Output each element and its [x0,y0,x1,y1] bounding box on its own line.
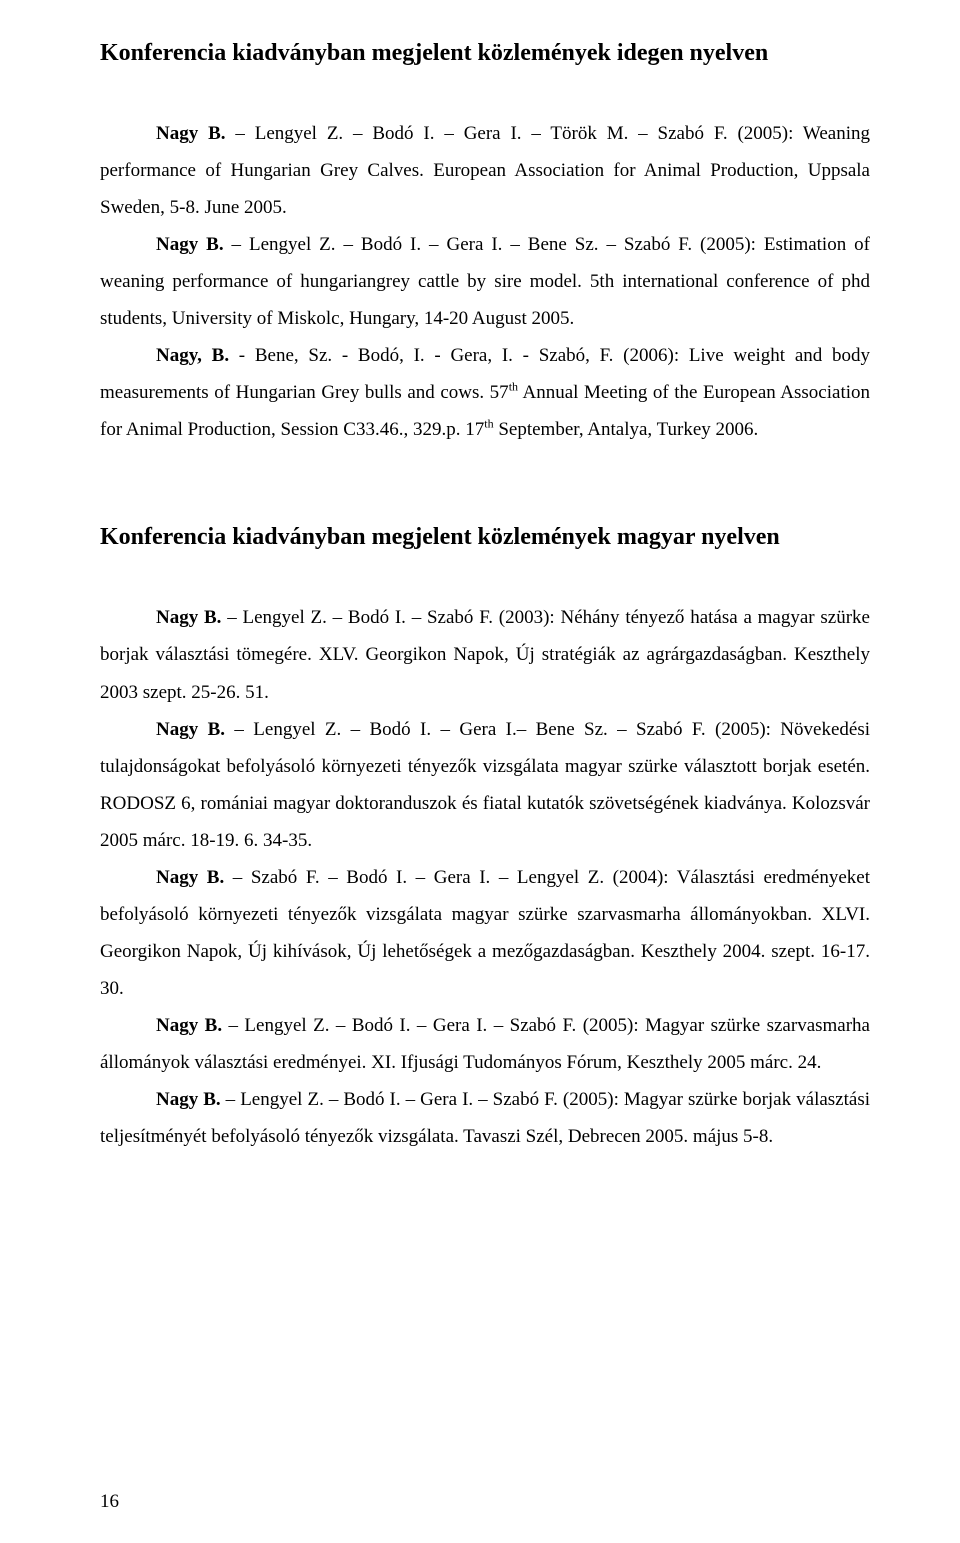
superscript: th [484,417,493,431]
author-name: Nagy B. [156,1015,222,1036]
superscript: th [509,380,518,394]
reference-entry: Nagy B. – Lengyel Z. – Bodó I. – Gera I.… [100,711,870,859]
section-heading-1: Konferencia kiadványban megjelent közlem… [100,40,870,67]
reference-entry: Nagy B. – Lengyel Z. – Bodó I. – Gera I.… [100,1081,870,1155]
section-heading-2: Konferencia kiadványban megjelent közlem… [100,524,870,551]
reference-entry: Nagy B. – Lengyel Z. – Bodó I. – Gera I.… [100,226,870,337]
author-name: Nagy B. [156,867,224,888]
reference-entry: Nagy B. – Lengyel Z. – Bodó I. – Gera I.… [100,115,870,226]
document-page: Konferencia kiadványban megjelent közlem… [0,0,960,1543]
reference-entry: Nagy, B. - Bene, Sz. - Bodó, I. - Gera, … [100,337,870,448]
author-name: Nagy B. [156,123,226,144]
page-number: 16 [100,1491,119,1513]
reference-entry: Nagy B. – Lengyel Z. – Bodó I. – Szabó F… [100,599,870,710]
author-name: Nagy B. [156,719,225,740]
reference-entry: Nagy B. – Szabó F. – Bodó I. – Gera I. –… [100,859,870,1007]
author-name: Nagy B. [156,607,221,628]
author-name: Nagy B. [156,234,224,255]
reference-entry: Nagy B. – Lengyel Z. – Bodó I. – Gera I.… [100,1007,870,1081]
reference-text: September, Antalya, Turkey 2006. [494,419,759,440]
author-name: Nagy B. [156,1089,221,1110]
author-name: Nagy, B. [156,345,229,366]
